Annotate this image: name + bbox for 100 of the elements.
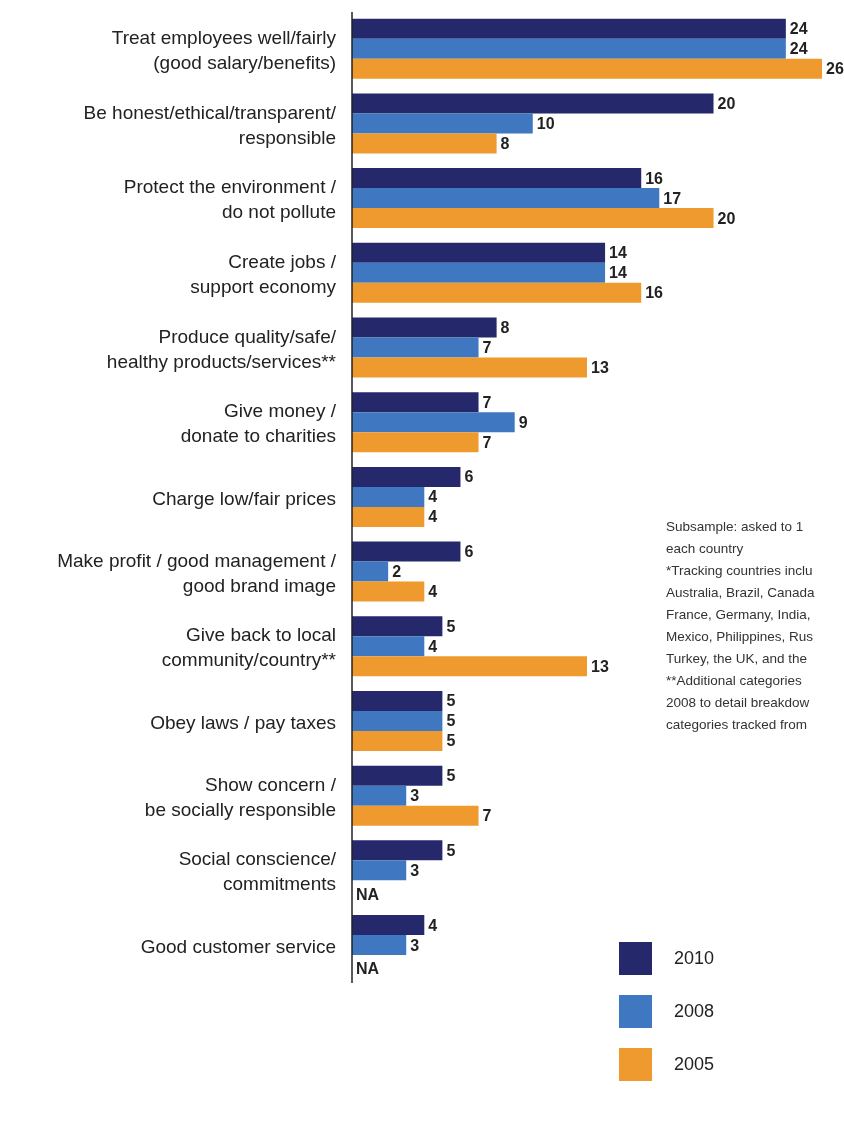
data-label: 14 [609,264,627,282]
bar [352,616,443,637]
bar [352,357,587,378]
data-label: 26 [826,60,844,78]
bar [352,133,497,154]
text: NA [356,960,380,978]
y-tick-label: Make profit / good management / good brand image [57,549,337,596]
data-label: 4 [428,583,438,601]
data-label: 2 [392,563,402,581]
bar [352,93,714,114]
data-label: 16 [645,284,664,302]
y-tick-label: Create jobs / support economy [190,250,337,297]
annotation: Subsample: asked to 1 [666,518,805,536]
data-label: 7 [482,393,492,411]
data-label: 20 [717,209,736,227]
y-tick-label: Social conscience/ commitments [178,847,337,894]
bar [352,710,443,731]
bar [352,656,587,677]
bar [352,840,443,861]
data-label: 5 [446,767,456,785]
data-label: 7 [482,807,492,825]
data-label: 5 [446,712,456,730]
bar [352,561,389,582]
y-tick-label: Produce quality/safe/ healthy products/services** [106,325,337,372]
data-label: 9 [518,413,528,431]
annotation: categories tracked from [666,716,809,734]
data-label: 7 [482,338,492,356]
data-label: 4 [428,508,438,526]
annotation: each country [666,540,745,558]
bar [352,690,443,711]
bar [352,785,407,806]
bar [352,208,714,229]
data-label: 3 [410,861,420,879]
data-label: 4 [428,916,438,934]
annotation: **Additional categories [666,672,803,690]
data-label: 24 [789,40,808,58]
bar [352,486,425,507]
data-label: 8 [500,134,510,152]
y-tick-label: Good customer service [140,935,336,957]
y-tick-label: Treat employees well/fairly (good salary/benefits) [111,26,337,73]
y-tick-label: Give money / donate to charities [180,399,337,446]
bar [352,541,461,562]
bar [352,636,425,657]
data-label: 5 [446,732,456,750]
bar [352,412,515,433]
bar [352,432,479,453]
bar [352,506,425,527]
annotation: *Tracking countries inclu [666,562,814,580]
data-label: 5 [446,692,456,710]
bar [352,38,786,59]
data-label: 7 [482,433,492,451]
legend-label: 2008 [673,1001,714,1022]
legend-label: 2005 [673,1054,714,1075]
data-label: 24 [789,20,808,38]
bar [352,18,786,39]
y-tick-label: Be honest/ethical/transparent/ responsible [83,101,337,148]
data-label: 4 [428,488,438,506]
annotation: Mexico, Philippines, Rus [666,628,815,646]
bar [352,168,642,189]
bar [352,860,407,881]
bar [352,242,606,263]
data-label: 14 [609,244,627,262]
data-label: 13 [591,657,609,675]
annotation: Australia, Brazil, Canada [666,584,816,602]
y-tick-label: Charge low/fair prices [152,487,336,508]
data-label: 5 [446,841,456,859]
bar [352,113,533,134]
data-label: 3 [410,936,420,954]
bar [352,935,407,956]
bar [352,581,425,602]
y-tick-label: Show concern / be socially responsible [144,773,337,820]
bar [352,466,461,487]
annotation: France, Germany, India, [666,606,812,624]
annotation: 2008 to detail breakdow [666,694,811,712]
data-label: 13 [591,358,609,376]
bar [352,188,660,209]
bar [352,805,479,826]
data-label: 5 [446,617,456,635]
data-label: 10 [536,114,555,132]
bar [352,392,479,413]
data-label: 3 [410,787,420,805]
bar [352,337,479,358]
bar [352,58,822,79]
y-tick-label: Obey laws / pay taxes [150,711,336,733]
data-label: 16 [645,169,664,187]
bar [352,282,642,303]
bar [352,765,443,786]
data-label: 20 [717,94,736,112]
bar [352,317,497,338]
data-label: 8 [500,318,510,336]
data-label: 6 [464,468,474,486]
data-label: 6 [464,543,474,561]
bar [352,730,443,751]
y-tick-label: Give back to local community/country** [161,623,337,670]
legend-label: 2010 [673,948,714,969]
data-label: 17 [663,189,682,207]
text: NA [356,885,380,903]
data-label: 4 [428,637,438,655]
annotation: Turkey, the UK, and the [666,650,809,668]
y-tick-label: Protect the environment / do not pollute [123,175,337,222]
